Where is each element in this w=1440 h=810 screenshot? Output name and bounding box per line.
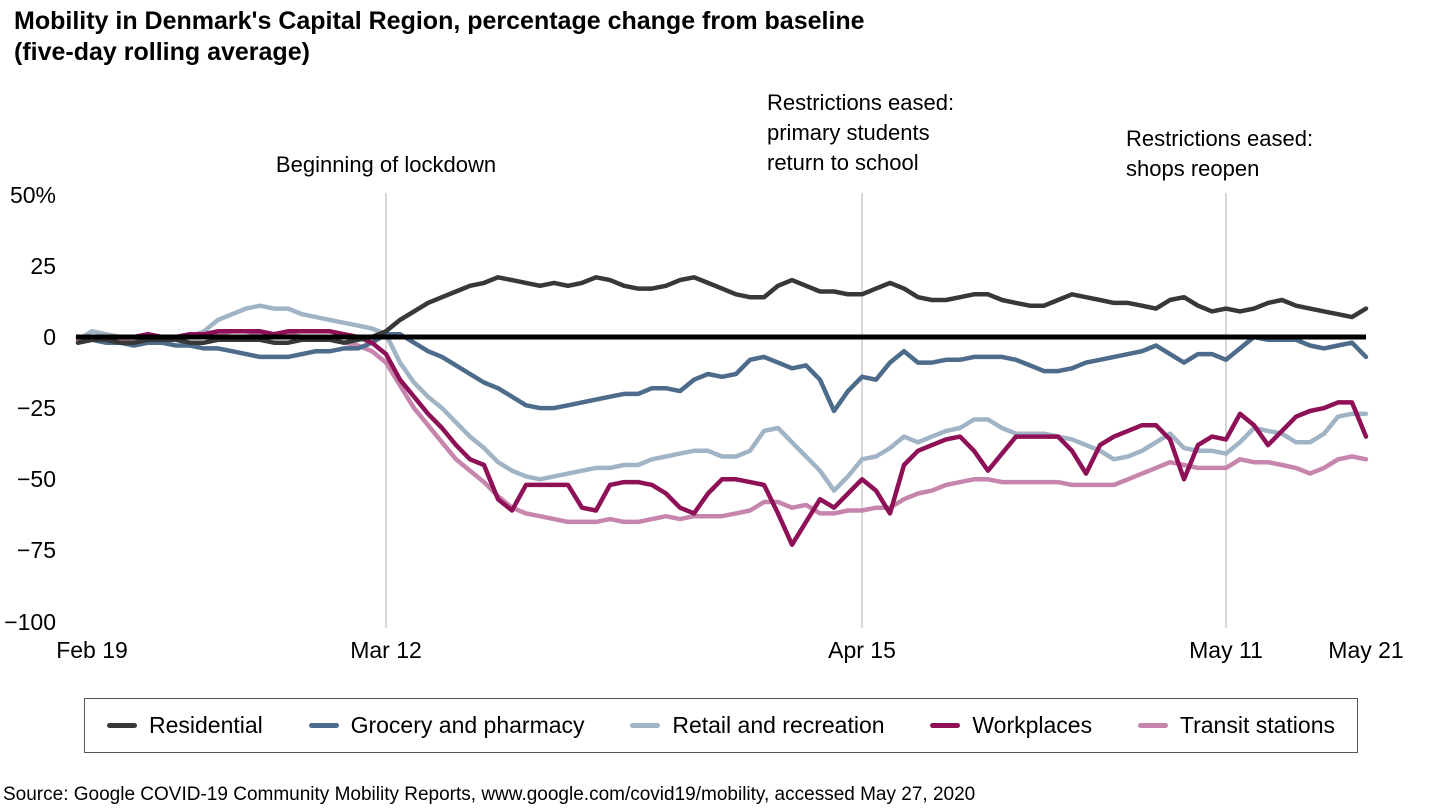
annotation-beginning-of-lockdown: Beginning of lockdown <box>276 150 496 180</box>
annotation-line: Restrictions eased: <box>767 90 955 115</box>
legend-swatch-transit-stations <box>1137 723 1168 728</box>
chart-title-line1: Mobility in Denmark's Capital Region, pe… <box>14 7 865 35</box>
legend-swatch-grocery-and-pharmacy <box>308 723 339 728</box>
legend-label: Residential <box>149 712 263 738</box>
x-tick-may-21: May 21 <box>1328 637 1404 663</box>
y-tick--25: −25 <box>16 395 56 422</box>
y-tick--50: −50 <box>16 466 56 493</box>
legend-item-workplaces: Workplaces <box>930 712 1092 739</box>
legend-label: Workplaces <box>972 712 1093 738</box>
chart-title-line2: (five-day rolling average) <box>14 38 310 66</box>
series-line-retail-and-recreation <box>75 303 1369 493</box>
y-tick-0: 0 <box>43 324 56 350</box>
legend-label: Transit stations <box>1179 712 1335 738</box>
legend-item-retail-and-recreation: Retail and recreation <box>630 712 885 739</box>
legend-item-grocery-and-pharmacy: Grocery and pharmacy <box>308 712 585 739</box>
series-line-transit-stations <box>75 329 1369 525</box>
legend-swatch-workplaces <box>930 723 961 728</box>
annotation-restrictions-eased-primary-students-retu: Restrictions eased: primary students retur… <box>767 88 954 178</box>
legend-swatch-residential <box>107 723 137 728</box>
legend-item-transit-stations: Transit stations <box>1137 712 1335 739</box>
legend-item-residential: Residential <box>107 712 263 739</box>
legend-swatch-retail-and-recreation <box>630 723 661 728</box>
source-note: Source: Google COVID-19 Community Mobili… <box>3 784 976 805</box>
series-line-residential <box>75 275 1369 345</box>
y-tick-50-: 50% <box>9 181 56 208</box>
legend: Residential Grocery and pharmacy Retail an… <box>84 698 1358 753</box>
y-tick--100: −100 <box>4 608 56 635</box>
annotation-line: shops reopen <box>1126 156 1260 181</box>
y-tick-25: 25 <box>30 252 56 279</box>
x-tick-may-11: May 11 <box>1189 637 1263 663</box>
annotation-line: return to school <box>767 150 919 175</box>
x-tick-mar-12: Mar 12 <box>350 637 422 663</box>
annotation-restrictions-eased-shops-reopen: Restrictions eased: shops reopen <box>1126 124 1313 184</box>
legend-label: Retail and recreation <box>672 712 885 738</box>
chart-title: Mobility in Denmark's Capital Region, pe… <box>14 6 865 68</box>
y-tick--75: −75 <box>16 537 56 564</box>
annotation-line: primary students <box>767 120 930 145</box>
series-line-grocery-and-pharmacy <box>75 331 1369 414</box>
x-tick-feb-19: Feb 19 <box>56 637 128 663</box>
x-tick-apr-15: Apr 15 <box>828 637 896 663</box>
series-line-workplaces <box>75 329 1369 547</box>
annotation-line: Restrictions eased: <box>1126 126 1314 151</box>
annotation-line: Beginning of lockdown <box>275 152 497 177</box>
legend-label: Grocery and pharmacy <box>350 712 585 738</box>
